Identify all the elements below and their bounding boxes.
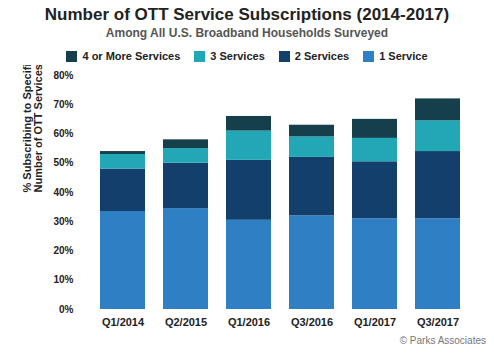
svg-text:0%: 0% <box>59 304 74 315</box>
html-text:© Parks Associates: © Parks Associates <box>399 335 486 346</box>
html-text:3 Services: 3 Services <box>210 50 265 62</box>
svg-text:80%: 80% <box>53 70 73 81</box>
svg-text:Q1/2016: Q1/2016 <box>228 316 270 328</box>
svg-text:% Subscribing to SpecifiedNumb: % Subscribing to SpecifiedNumber of OTT … <box>21 65 44 193</box>
svg-text:50%: 50% <box>53 157 73 168</box>
svg-text:Q1/2014: Q1/2014 <box>102 316 145 328</box>
html-text:Among All U.S. Broadband House: Among All U.S. Broadband Households Surv… <box>105 26 389 40</box>
html-text:Number of OTT Service Subscrip: Number of OTT Service Subscriptions (201… <box>44 5 450 24</box>
html-text:4 or More Services: 4 or More Services <box>82 50 181 62</box>
svg-text:Q3/2016: Q3/2016 <box>291 316 333 328</box>
svg-text:40%: 40% <box>53 187 73 198</box>
svg-text:70%: 70% <box>53 99 73 110</box>
svg-text:10%: 10% <box>53 274 73 285</box>
svg-text:Q3/2017: Q3/2017 <box>417 316 459 328</box>
svg-text:Q2/2015: Q2/2015 <box>165 316 207 328</box>
svg-text:20%: 20% <box>53 245 73 256</box>
svg-text:60%: 60% <box>53 128 73 139</box>
svg-text:30%: 30% <box>53 216 73 227</box>
html-text:1 Service: 1 Service <box>379 50 428 62</box>
html-text:2 Services: 2 Services <box>294 50 350 62</box>
svg-text:Q1/2017: Q1/2017 <box>354 316 396 328</box>
